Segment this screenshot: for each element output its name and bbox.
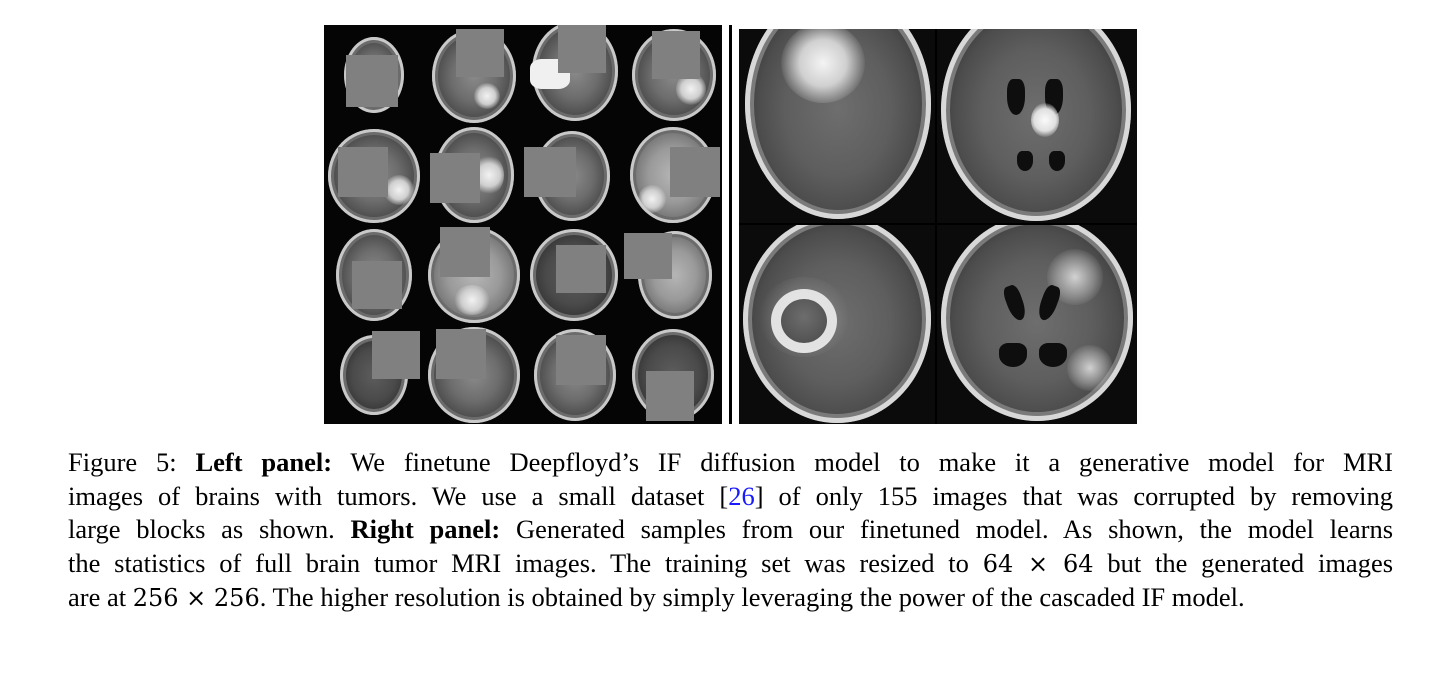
panel-divider (729, 25, 732, 424)
mri-scan-generated (739, 225, 935, 424)
math-expression: 64 × 64 (982, 549, 1094, 578)
mri-scan-corrupted (324, 325, 424, 424)
mri-scan-corrupted (424, 125, 524, 225)
figure-label: Figure 5: (68, 447, 177, 477)
caption-line-4: the statistics of full brain tumor MRI i… (68, 547, 1393, 582)
caption-text: but the generated images (1107, 547, 1394, 578)
caption-text: ] of only 155 images that was corrupted … (754, 480, 1393, 511)
figure-caption: Figure 5: Left panel: We finetune Deepfl… (68, 446, 1393, 616)
mri-scan-corrupted (624, 325, 722, 424)
caption-line-3: large blocks as shown. Right panel: Gene… (68, 513, 1393, 547)
mri-scan-generated (937, 29, 1137, 223)
caption-text: images of brains with tumors. We use a s… (68, 480, 729, 511)
mri-scan-corrupted (624, 125, 722, 225)
caption-text: . The higher resolution is obtained by s… (259, 582, 1245, 613)
mri-scan-corrupted (524, 325, 624, 424)
caption-text: the statistics of full brain tumor MRI i… (68, 547, 969, 578)
mri-scan-corrupted (624, 25, 722, 125)
caption-text: large blocks as shown. (68, 514, 335, 545)
math-expression: 256 × 256 (132, 584, 260, 613)
figure-5 (324, 25, 1137, 424)
citation-link[interactable]: 26 (728, 480, 755, 511)
right-panel-generated (739, 29, 1137, 424)
caption-line-5: are at 256 × 256. The higher resolution … (68, 581, 1393, 616)
mri-scan-generated (739, 29, 935, 223)
mri-scan-corrupted (424, 225, 524, 325)
mri-scan-corrupted (324, 25, 424, 125)
caption-text: are at (68, 582, 127, 613)
mri-scan-corrupted (524, 25, 624, 125)
caption-line-2: images of brains with tumors. We use a s… (68, 480, 1393, 514)
mri-scan-corrupted (324, 225, 424, 325)
mri-scan-generated (937, 225, 1137, 424)
left-panel-grid (324, 25, 722, 424)
mri-scan-corrupted (424, 25, 524, 125)
mri-scan-corrupted (424, 325, 524, 424)
mri-scan-corrupted (524, 125, 624, 225)
right-panel-title: Right panel: (350, 514, 501, 545)
mri-scan-corrupted (524, 225, 624, 325)
mri-scan-corrupted (624, 225, 722, 325)
caption-text: Generated samples from our finetuned mod… (515, 514, 1394, 545)
caption-text: We finetune Deepfloyd’s IF diffusion mod… (350, 447, 1394, 477)
caption-line-1: Figure 5: Left panel: We finetune Deepfl… (68, 446, 1393, 480)
left-panel-title: Left panel: (195, 447, 333, 477)
mri-scan-corrupted (324, 125, 424, 225)
